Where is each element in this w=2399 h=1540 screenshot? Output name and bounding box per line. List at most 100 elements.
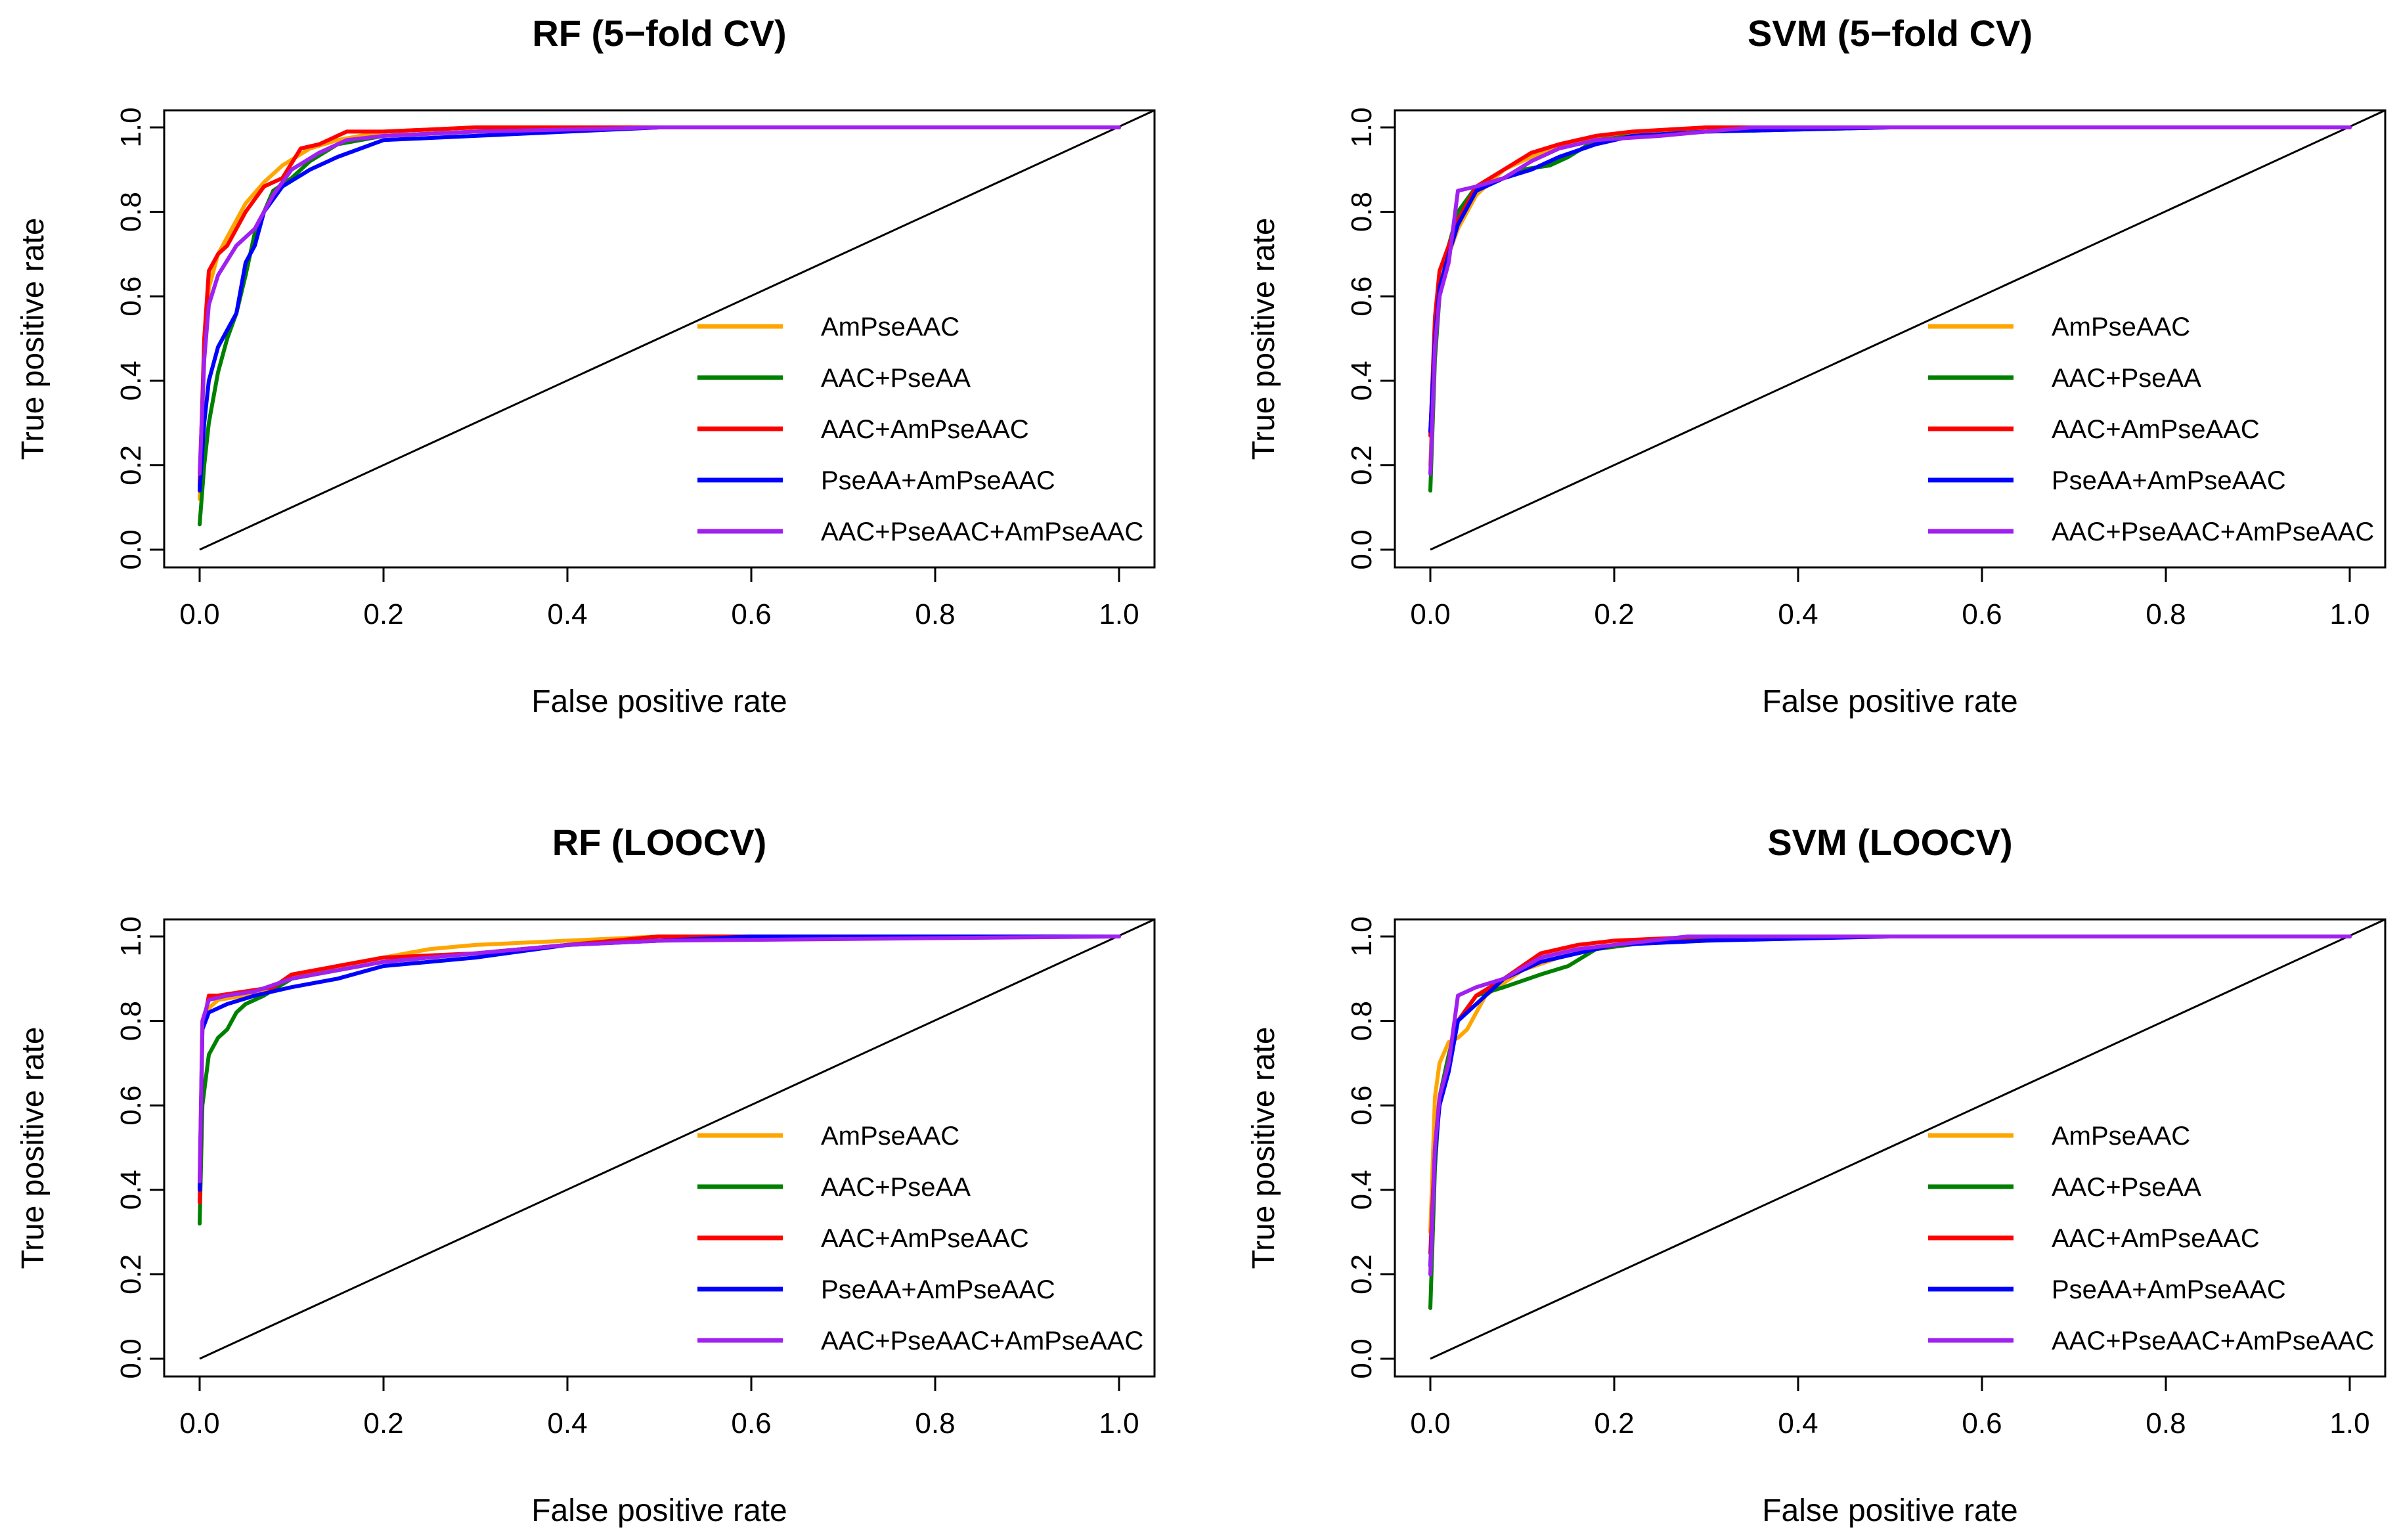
legend-label: PseAA+AmPseAAC: [2052, 466, 2286, 495]
legend-label: PseAA+AmPseAAC: [2052, 1275, 2286, 1304]
legend-label: AmPseAAC: [2052, 1122, 2190, 1151]
legend-label: AAC+PseAA: [2052, 1173, 2201, 1202]
x-tick-label: 1.0: [2329, 1407, 2369, 1440]
y-tick-label: 1.0: [1346, 916, 1378, 956]
x-axis-title: False positive rate: [1762, 1493, 2018, 1528]
diagonal-reference-line: [1430, 109, 2386, 551]
y-tick-label: 0.0: [115, 529, 147, 569]
roc-curve-series-5: [1428, 935, 2352, 1277]
roc-curve-series-5: [198, 935, 1121, 1183]
legend-label: AAC+PseAAC+AmPseAAC: [2052, 517, 2374, 546]
x-tick-label: 0.8: [915, 1407, 955, 1440]
legend-label: AAC+PseAAC+AmPseAAC: [2052, 1327, 2374, 1355]
roc-panel-2: SVM (5−fold CV) 0.0 0.2 0.4 0.6 0.8 1.0 0.0 0.2 0…: [1246, 12, 2387, 719]
x-tick-label: 0.2: [1594, 1407, 1634, 1440]
y-tick-label: 1.0: [115, 107, 147, 147]
x-tick-label: 0.2: [1594, 598, 1634, 630]
roc-curve-series-1: [1428, 935, 2352, 1235]
y-tick-label: 0.8: [1346, 1001, 1378, 1041]
x-tick-label: 1.0: [1099, 1407, 1139, 1440]
y-tick-label: 0.4: [115, 361, 147, 401]
x-tick-label: 0.2: [363, 598, 403, 630]
legend-label: AAC+AmPseAAC: [2052, 415, 2260, 444]
y-axis-title: True positive rate: [1246, 1026, 1281, 1269]
roc-curve-series-5: [198, 125, 1121, 476]
x-tick-label: 0.4: [547, 598, 587, 630]
y-tick-label: 0.2: [115, 445, 147, 485]
y-tick-label: 0.4: [115, 1170, 147, 1210]
x-tick-label: 0.0: [179, 1407, 219, 1440]
legend-label: PseAA+AmPseAAC: [821, 466, 1055, 495]
legend-label: AAC+PseAAC+AmPseAAC: [821, 1327, 1143, 1355]
x-tick-label: 0.4: [547, 1407, 587, 1440]
x-tick-label: 0.6: [1962, 1407, 2002, 1440]
roc-panel-4: SVM (LOOCV) 0.0 0.2 0.4 0.6 0.8 1.0 0.0 0.2 0.4 0.…: [1246, 822, 2387, 1528]
roc-curve-series-3: [198, 935, 1121, 1205]
y-tick-label: 0.8: [115, 192, 147, 232]
roc-curve-series-4: [1428, 935, 2352, 1268]
x-tick-label: 0.0: [1410, 598, 1450, 630]
legend-label: AAC+PseAA: [821, 1173, 971, 1202]
y-tick-label: 0.6: [1346, 276, 1378, 317]
legend-label: PseAA+AmPseAAC: [821, 1275, 1055, 1304]
legend-label: AmPseAAC: [821, 313, 959, 341]
y-axis-title: True positive rate: [1246, 217, 1281, 460]
x-tick-label: 0.6: [731, 1407, 771, 1440]
y-tick-label: 1.0: [115, 916, 147, 956]
y-tick-label: 0.4: [1346, 361, 1378, 401]
legend-label: AAC+PseAA: [2052, 364, 2201, 393]
roc-curve-series-2: [198, 125, 1121, 527]
legend-label: AmPseAAC: [2052, 313, 2190, 341]
legend-label: AAC+PseAA: [821, 364, 971, 393]
chart-title: RF (5−fold CV): [532, 12, 786, 54]
diagonal-reference-line: [1430, 918, 2386, 1360]
x-tick-label: 1.0: [1099, 598, 1139, 630]
diagonal-reference-line: [199, 109, 1155, 551]
x-tick-label: 0.8: [2146, 1407, 2186, 1440]
y-tick-label: 0.6: [115, 276, 147, 317]
x-tick-label: 0.4: [1778, 598, 1818, 630]
chart-title: SVM (LOOCV): [1767, 822, 2012, 863]
roc-curve-series-5: [1428, 125, 2352, 476]
diagonal-reference-line: [199, 918, 1155, 1360]
roc-curve-series-3: [198, 125, 1121, 489]
roc-curve-series-3: [1428, 125, 2352, 438]
legend-label: AAC+AmPseAAC: [2052, 1224, 2260, 1253]
x-tick-label: 0.8: [2146, 598, 2186, 630]
x-tick-label: 0.8: [915, 598, 955, 630]
y-tick-label: 0.0: [1346, 1338, 1378, 1378]
legend-label: AmPseAAC: [821, 1122, 959, 1151]
x-tick-label: 0.2: [363, 1407, 403, 1440]
chart-title: SVM (5−fold CV): [1748, 12, 2033, 54]
roc-curve-series-4: [198, 935, 1121, 1192]
legend-label: AAC+AmPseAAC: [821, 415, 1029, 444]
y-axis-title: True positive rate: [16, 1026, 51, 1269]
legend-label: AAC+PseAAC+AmPseAAC: [821, 517, 1143, 546]
x-tick-label: 1.0: [2329, 598, 2369, 630]
x-axis-title: False positive rate: [531, 1493, 787, 1528]
y-tick-label: 0.8: [1346, 192, 1378, 232]
roc-panel-3: RF (LOOCV) 0.0 0.2 0.4 0.6 0.8 1.0 0.0 0.2 0.4 0.6…: [16, 822, 1156, 1528]
chart-title: RF (LOOCV): [552, 822, 767, 863]
y-tick-label: 0.2: [1346, 1254, 1378, 1294]
y-tick-label: 1.0: [1346, 107, 1378, 147]
roc-curve-series-4: [1428, 125, 2352, 433]
x-tick-label: 0.0: [179, 598, 219, 630]
y-tick-label: 0.4: [1346, 1170, 1378, 1210]
y-tick-label: 0.6: [115, 1086, 147, 1126]
roc-curve-series-3: [1428, 935, 2352, 1256]
x-tick-label: 0.0: [1410, 1407, 1450, 1440]
x-tick-label: 0.6: [731, 598, 771, 630]
y-tick-label: 0.8: [115, 1001, 147, 1041]
y-tick-label: 0.2: [115, 1254, 147, 1294]
roc-curve-series-1: [198, 935, 1121, 1192]
y-tick-label: 0.0: [1346, 529, 1378, 569]
x-axis-title: False positive rate: [1762, 684, 2018, 719]
x-axis-title: False positive rate: [531, 684, 787, 719]
roc-panel-1: RF (5−fold CV) 0.0 0.2 0.4 0.6 0.8 1.0 0.0 0.2 0.…: [16, 12, 1156, 719]
x-tick-label: 0.4: [1778, 1407, 1818, 1440]
x-tick-label: 0.6: [1962, 598, 2002, 630]
y-tick-label: 0.6: [1346, 1086, 1378, 1126]
y-tick-label: 0.0: [115, 1338, 147, 1378]
